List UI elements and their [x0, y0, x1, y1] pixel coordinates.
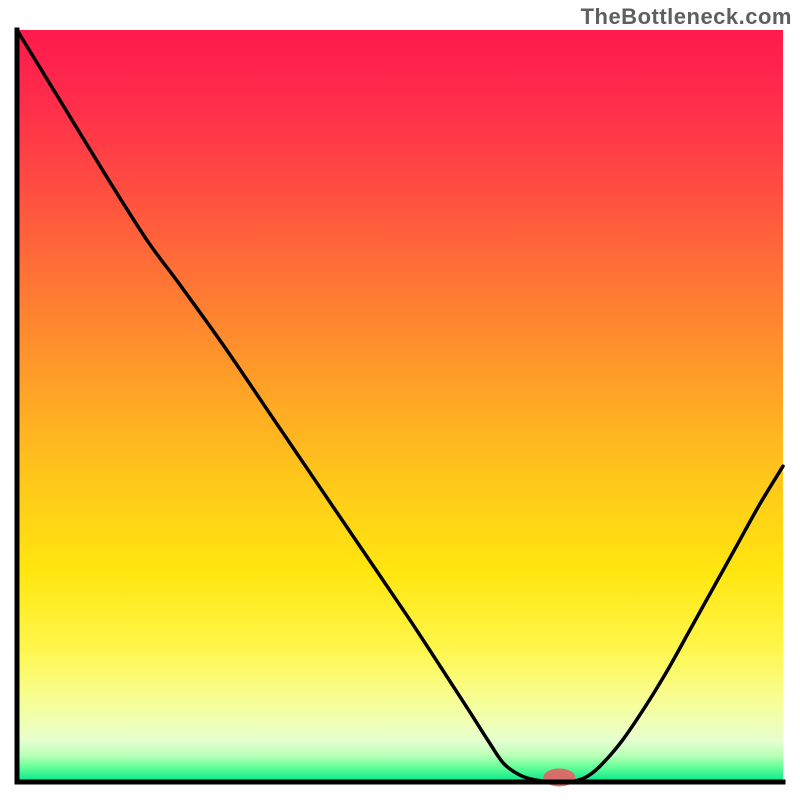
chart-container: TheBottleneck.com: [0, 0, 800, 800]
bottleneck-chart: [0, 0, 800, 800]
watermark-text: TheBottleneck.com: [581, 4, 792, 30]
